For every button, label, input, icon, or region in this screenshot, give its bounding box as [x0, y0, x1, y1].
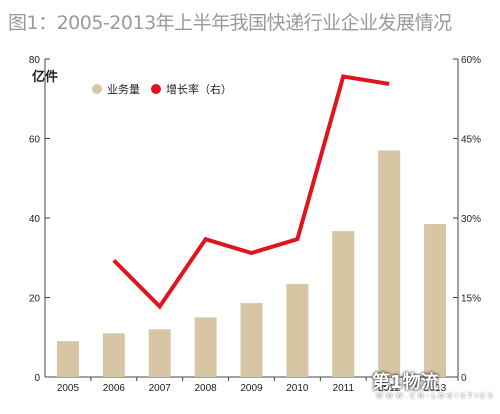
line-series: [112, 74, 390, 310]
x-tick-label: 2007: [149, 383, 172, 394]
bar-2008: [194, 317, 217, 377]
x-tick-label: 2012: [378, 383, 401, 394]
right-tick-label: 60%: [461, 55, 481, 66]
x-tick-label: 2010: [286, 383, 309, 394]
legend-line-label: 增长率（右）: [166, 82, 232, 96]
legend: 业务量 增长率（右）: [92, 82, 232, 96]
bar-2007: [148, 329, 171, 377]
bar-2013: [424, 223, 447, 377]
right-tick-label: 30%: [461, 214, 481, 225]
x-tick-label: 2008: [194, 383, 217, 394]
right-tick-label: 0: [461, 373, 467, 384]
bar-2011: [332, 231, 355, 377]
x-tick-label: 2011: [333, 383, 355, 394]
left-tick-label: 0: [34, 373, 40, 384]
left-tick-label: 40: [29, 214, 41, 225]
bar-2005: [56, 341, 79, 377]
bar-2012: [378, 150, 401, 377]
left-tick-label: 60: [29, 135, 41, 146]
right-tick-label: 45%: [461, 135, 481, 146]
left-tick-label: 20: [29, 294, 41, 305]
chart-title: 图1：2005-2013年上半年我国快递行业企业发展情况: [8, 12, 452, 34]
x-tick-label: 2009: [240, 383, 263, 394]
bar-2010: [286, 283, 309, 377]
bar-2009: [240, 303, 263, 377]
x-tick-label: 2005: [57, 383, 80, 394]
x-tick-label: 2006: [103, 383, 126, 394]
bar-2006: [102, 333, 125, 377]
legend-bar-label: 业务量: [107, 83, 140, 96]
watermark-logo: 第1物流: [372, 372, 439, 393]
legend-bar-swatch: [92, 84, 102, 94]
bar-series: [56, 150, 447, 377]
right-tick-label: 15%: [461, 294, 481, 305]
legend-line-swatch: [151, 84, 161, 94]
x-tick-label: 2013: [424, 383, 447, 394]
left-tick-label: 80: [29, 55, 41, 66]
tick-labels: 0 20 40 60 80 0 15% 30% 45% 60% 2005 2006 2007 2008 20…: [29, 55, 481, 394]
watermark-url: WWW.CN-LOGISTICS: [376, 392, 496, 400]
